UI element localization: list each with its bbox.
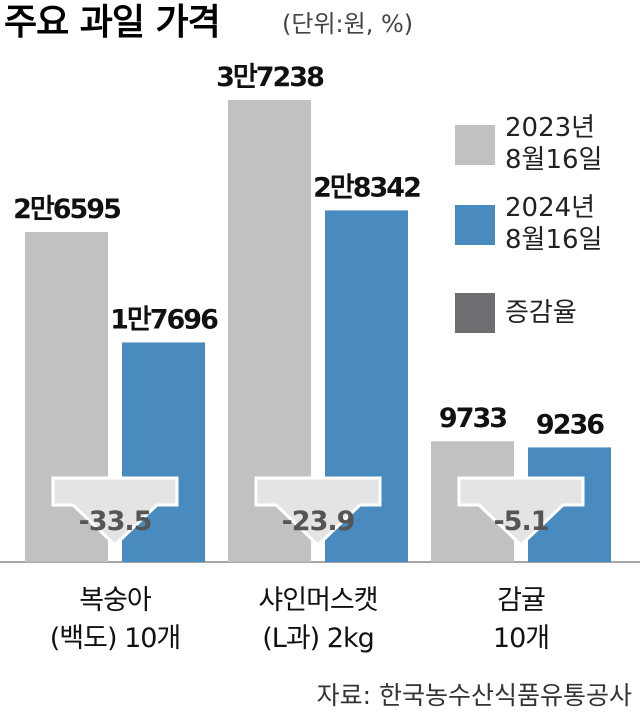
legend-swatch (455, 125, 495, 165)
chart-subtitle: (단위:원, %) (282, 10, 413, 38)
legend-swatch (455, 205, 495, 245)
value-label: 3만7238 (216, 62, 324, 93)
change-label: -23.9 (282, 506, 355, 537)
change-label: -33.5 (79, 506, 152, 537)
value-label: 2만8342 (313, 172, 420, 203)
legend-swatch (455, 293, 495, 333)
legend-label: 2023년 8월16일 (505, 113, 603, 175)
change-arrow (457, 476, 585, 548)
value-label: 1만7696 (110, 304, 218, 335)
source: 자료: 한국농수산식품유통공사 (317, 681, 632, 710)
change-arrow (51, 476, 179, 548)
legend-label: 증감율 (505, 298, 577, 328)
value-label: 9236 (536, 409, 604, 440)
change-arrow (254, 476, 382, 548)
value-label: 9733 (439, 403, 506, 434)
value-label: 2만6595 (13, 194, 120, 225)
chart-title: 주요 과일 가격 (4, 2, 220, 43)
legend-label: 2024년 8월16일 (505, 193, 603, 255)
category-label: 복숭아 (백도) 10개 (49, 585, 182, 654)
category-label: 샤인머스캣 (L과) 2kg (258, 585, 378, 654)
change-label: -5.1 (493, 506, 548, 537)
category-label: 감귤 10개 (492, 585, 550, 654)
